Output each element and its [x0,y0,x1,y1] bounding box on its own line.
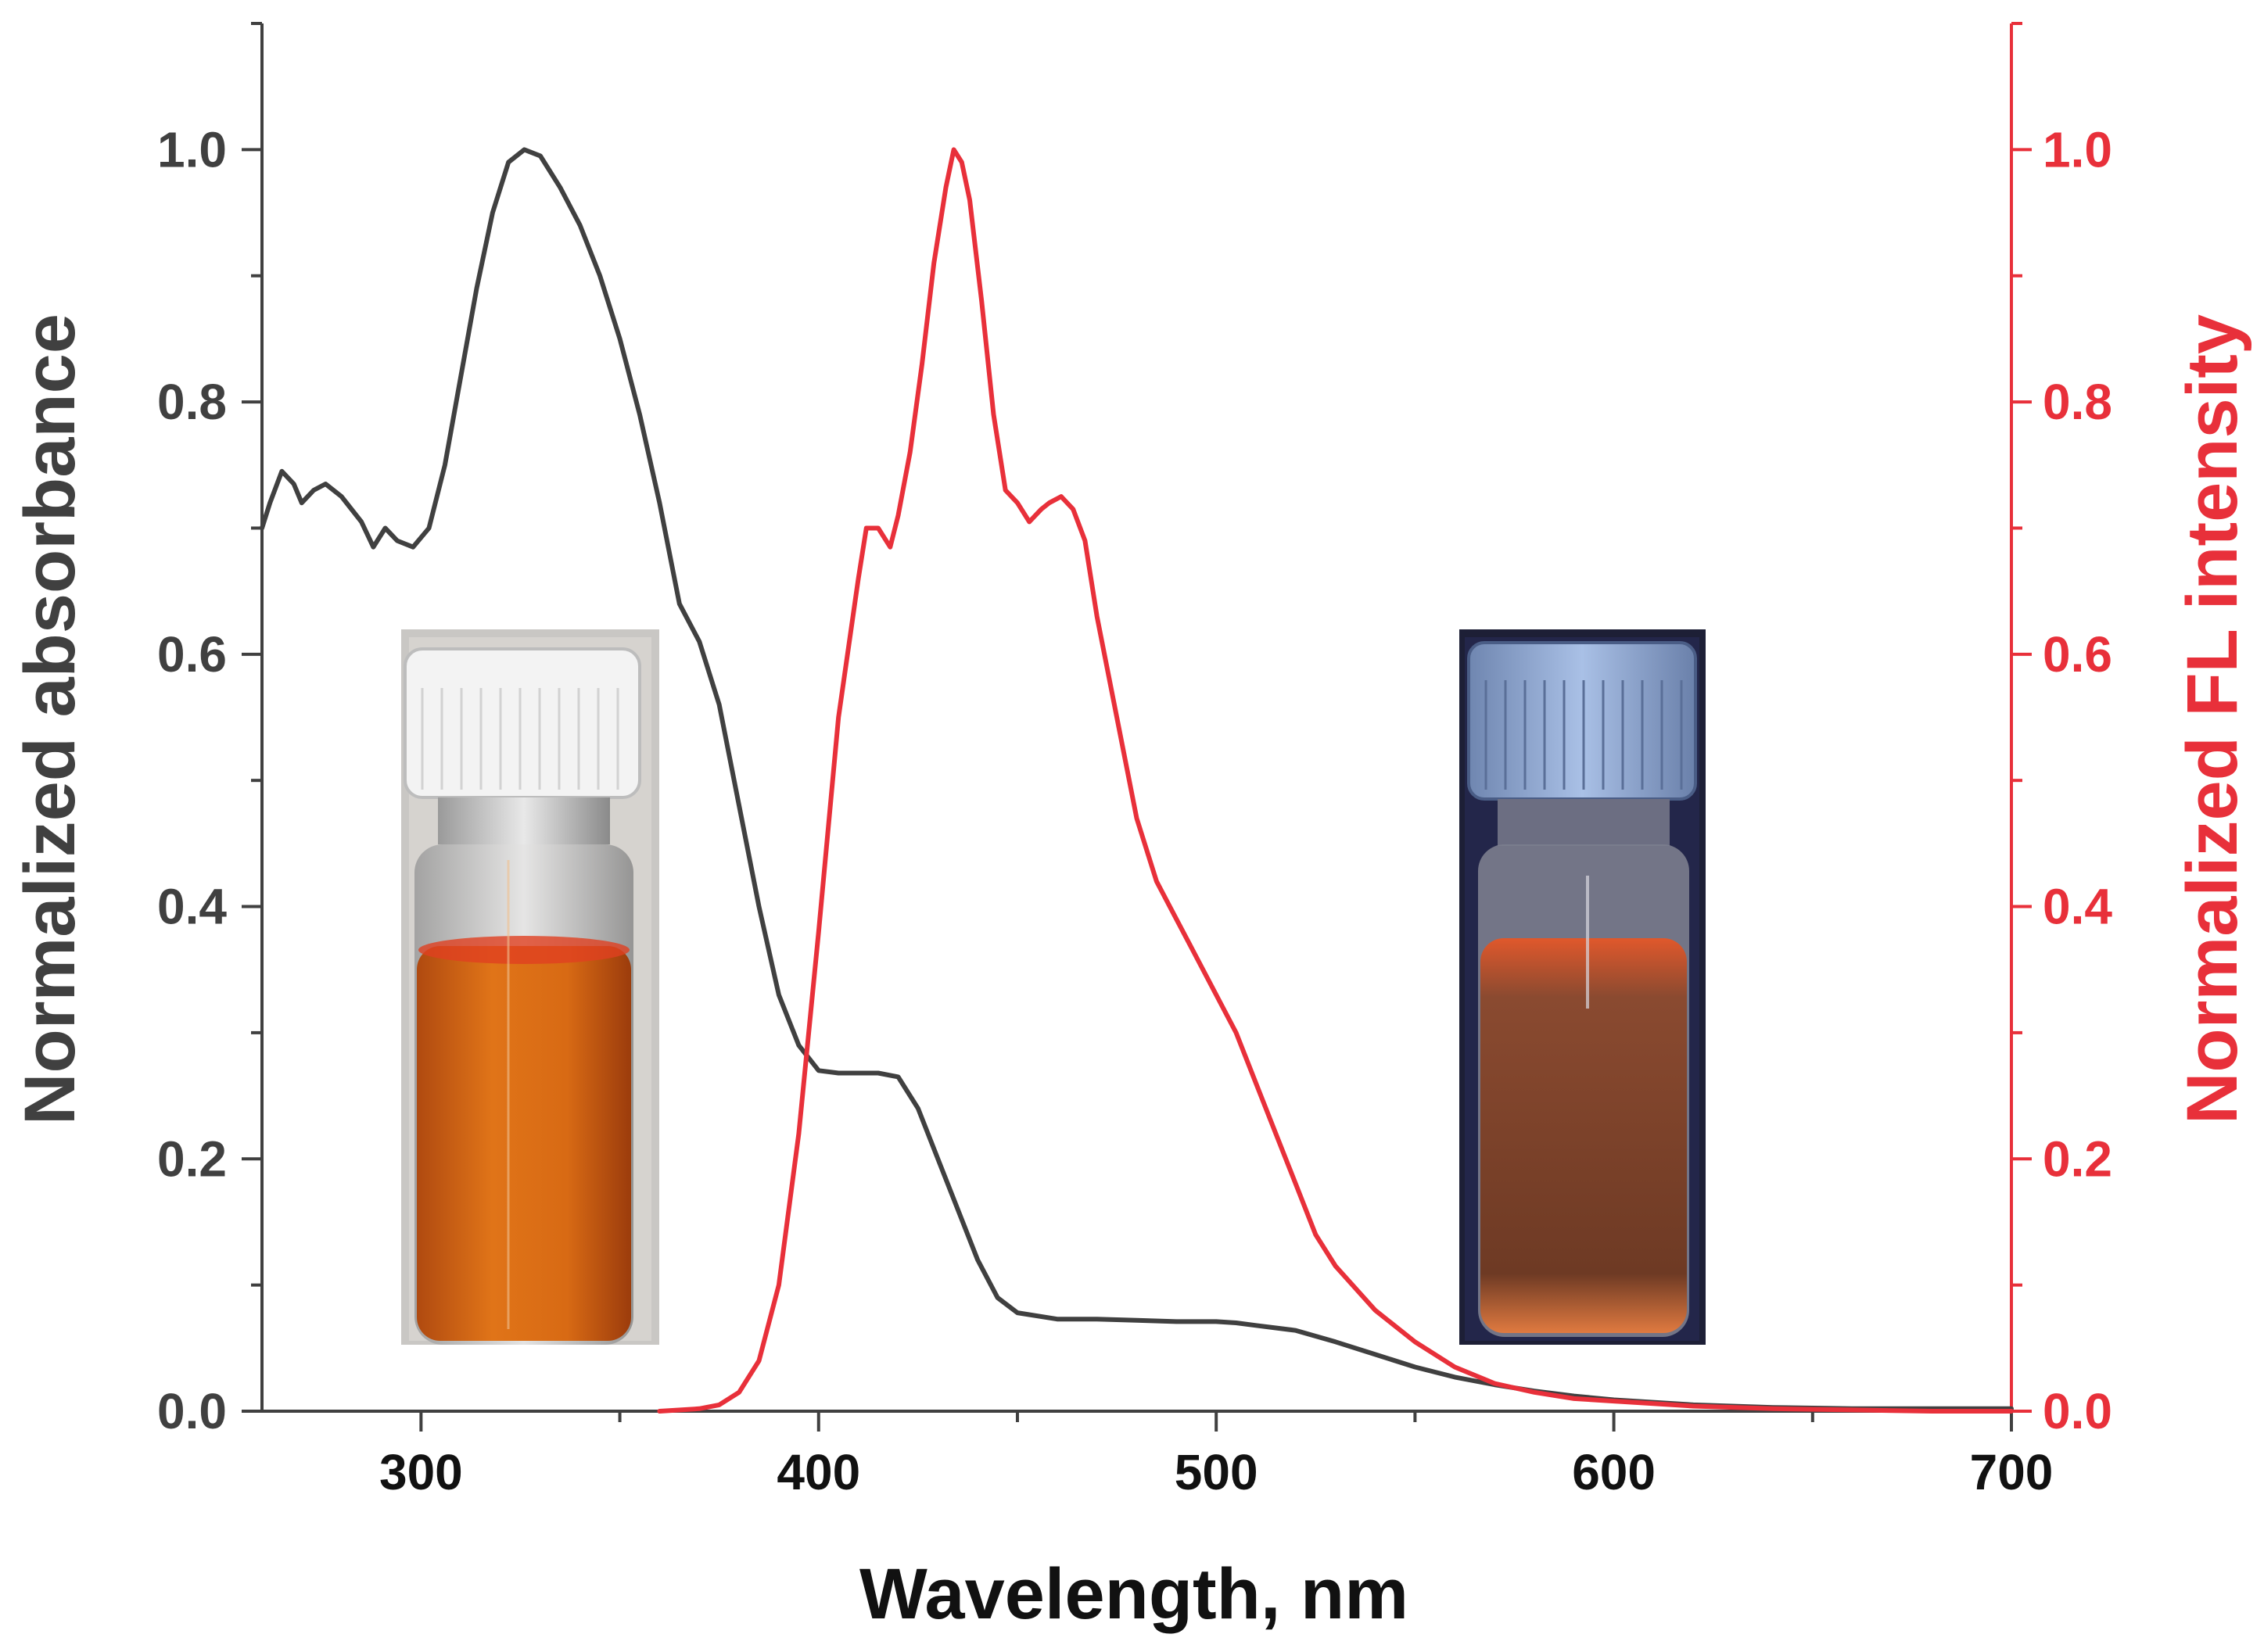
axes [242,22,2032,1432]
y-tick-label: 0.6 [157,626,227,683]
y2-tick-label: 0.6 [2043,626,2112,683]
y2-tick-label: 0.2 [2043,1131,2112,1187]
series-layer [260,147,2014,1414]
x-tick-label: 600 [1572,1444,1656,1500]
x-axis-title: Wavelength, nm [859,1554,1408,1634]
y-axis-title: Normalized absorbance [10,314,90,1125]
vial-daylight-photo [401,629,659,1345]
y2-tick-label: 1.0 [2043,121,2112,177]
y-tick-label: 0.0 [157,1383,227,1439]
y-tick-label: 0.2 [157,1131,227,1187]
x-tick-label: 400 [777,1444,860,1500]
y-tick-label: 0.4 [157,879,227,935]
x-tick-label: 300 [379,1444,463,1500]
y2-tick-label: 0.4 [2043,879,2112,935]
y-tick-label: 1.0 [157,121,227,177]
y-tick-label: 0.8 [157,374,227,430]
y2-tick-label: 0.0 [2043,1383,2112,1439]
tick-labels: 300 400 500 600 7000.00.20.40.60.81.00.00.20… [157,121,2112,1500]
x-tick-label: 700 [1970,1444,2054,1500]
y2-tick-label: 0.8 [2043,374,2112,430]
y2-axis-title: Normalized FL intensity [2173,314,2252,1124]
absorbance-line [260,147,2014,1411]
x-tick-label: 500 [1175,1444,1258,1500]
vial-uv-photo [1459,629,1706,1345]
fluorescence-line [657,147,2014,1414]
